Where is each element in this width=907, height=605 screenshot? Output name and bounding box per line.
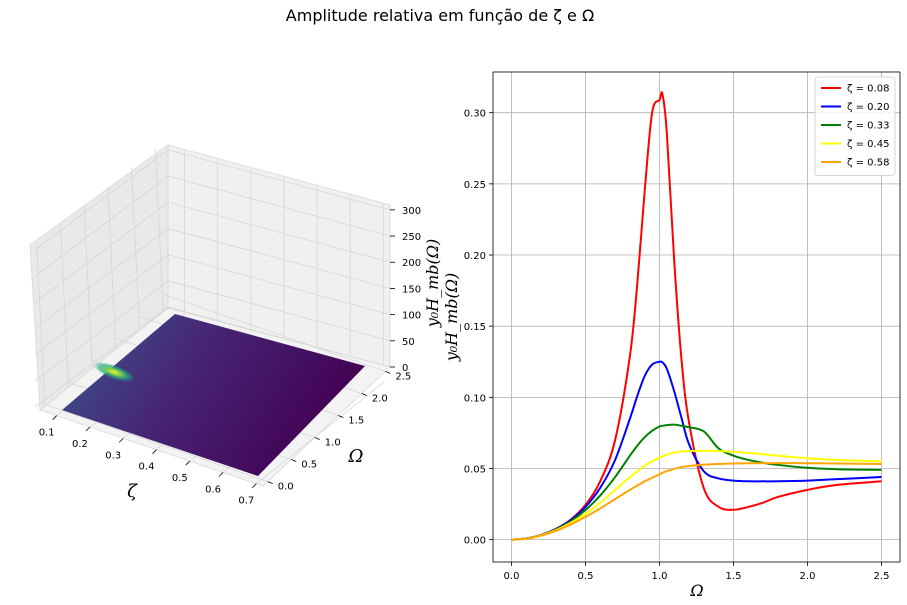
- series-line-3: [511, 423, 882, 541]
- tick-label-y: 0.15: [464, 322, 486, 333]
- grid-line-left-vertical: [107, 186, 117, 350]
- x-axis-label: Ω: [689, 581, 703, 600]
- y-axis-label: y₀H_mb(Ω): [442, 273, 461, 363]
- tick-label-y: 0.10: [464, 393, 486, 404]
- tick-label-y: 0.20: [464, 251, 486, 262]
- legend-label: ζ = 0.20: [847, 102, 889, 113]
- legend-label: ζ = 0.58: [847, 158, 889, 169]
- tick-label-zeta: 0.1: [39, 428, 55, 439]
- tick-label-x: 0.5: [578, 571, 594, 582]
- grid-line-z-left: [34, 306, 169, 408]
- tick-label-z: 200: [402, 258, 421, 269]
- tick-label-z: 50: [402, 337, 415, 348]
- grid-line-zeta: [256, 381, 385, 485]
- series-lines: [511, 91, 882, 541]
- tick-label-x: 1.0: [652, 571, 668, 582]
- tick-label-zeta: 0.5: [172, 473, 188, 484]
- omega-axis-label: Ω: [348, 446, 364, 467]
- grid-line-z: [167, 306, 391, 368]
- tick-label-omega: 1.0: [325, 438, 341, 449]
- tick-mark-zeta: [85, 426, 91, 432]
- tick-mark-omega: [291, 459, 297, 462]
- tick-label-z: 0: [402, 363, 408, 374]
- tick-label-zeta: 0.4: [139, 462, 155, 473]
- tick-label-omega: 0.0: [278, 482, 294, 493]
- tick-label-z: 100: [402, 311, 421, 322]
- ticks-3d: 0.1 0.2 0.3 0.4 0.5 0.6 0.7 0.0 0.5 1.0 1.5 2.0 2.50…: [39, 206, 421, 507]
- legend: ζ = 0.08 ζ = 0.20 ζ = 0.33 ζ = 0.45 ζ = 0.58: [814, 76, 896, 176]
- grid-line-z: [167, 280, 391, 342]
- legend-label: ζ = 0.45: [847, 139, 889, 150]
- tick-mark-zeta: [52, 415, 57, 420]
- grid-line-left-vertical: [131, 167, 140, 331]
- grid-line-z: [167, 254, 391, 316]
- line-plot-2d: 0.0 0.5 1.0 1.5 2.0 2.5 0.00 0.05 0.10 0.15 0.20 0.…: [442, 71, 901, 600]
- tick-label-y: 0.30: [464, 109, 486, 120]
- tick-label-zeta: 0.6: [205, 484, 221, 495]
- tick-mark-omega: [314, 437, 320, 440]
- grid-line-omega: [45, 404, 268, 482]
- tick-mark-omega: [385, 371, 391, 374]
- tick-label-omega: 2.5: [395, 371, 411, 382]
- tick-mark-zeta: [218, 472, 224, 477]
- tick-mark-zeta: [152, 449, 157, 454]
- grid-line-z: [167, 149, 391, 211]
- tick-label-zeta: 0.7: [238, 496, 254, 507]
- tick-label-y: 0.05: [464, 464, 486, 475]
- grid-line-z-left: [34, 254, 169, 355]
- tick-label-zeta: 0.3: [105, 450, 121, 461]
- tick-label-omega: 0.5: [301, 460, 317, 471]
- tick-label-x: 2.0: [800, 571, 816, 582]
- grid-line-left-vertical: [60, 224, 69, 388]
- grid-line-z-left: [34, 280, 169, 382]
- tick-mark-zeta: [185, 460, 191, 466]
- tick-label-omega: 2.0: [372, 393, 388, 404]
- legend-box: [814, 76, 896, 176]
- grid-line-z: [167, 201, 391, 263]
- tick-label-y: 0.25: [464, 180, 486, 191]
- tick-label-omega: 1.5: [348, 415, 364, 426]
- surface-plot-3d: 0.1 0.2 0.3 0.4 0.5 0.6 0.7 0.0 0.5 1.0 1.5 2.0 2.50…: [29, 144, 442, 507]
- tick-mark-omega: [267, 481, 273, 484]
- grid-line-z-left: [34, 175, 169, 277]
- tick-label-x: 1.5: [726, 571, 742, 582]
- legend-label: ζ = 0.08: [847, 84, 889, 95]
- tick-mark-omega: [361, 393, 367, 396]
- z-axis-label: y₀H_mb(Ω): [423, 239, 442, 329]
- surface-peak: [93, 362, 135, 382]
- tick-mark-zeta: [252, 483, 257, 489]
- grid-line-left-vertical: [36, 243, 46, 407]
- grid-line-z: [167, 228, 391, 289]
- tick-mark-omega: [338, 415, 344, 418]
- grid-line-z-left: [34, 149, 169, 251]
- tick-mark-zeta: [118, 438, 124, 443]
- zeta-axis-label: ζ: [127, 481, 138, 502]
- plot-frame: [492, 71, 901, 563]
- grid-line-left-vertical: [154, 148, 164, 312]
- ticks-2d: 0.0 0.5 1.0 1.5 2.0 2.5 0.00 0.05 0.10 0.15 0.20 0.…: [464, 109, 890, 582]
- tick-label-y: 0.00: [464, 536, 486, 547]
- tick-label-z: 250: [402, 232, 421, 243]
- series-line-2: [511, 360, 882, 541]
- grid-line-z-left: [34, 201, 169, 303]
- grid-line-omega: [163, 294, 386, 372]
- series-line-4: [511, 449, 882, 541]
- tick-label-x: 2.5: [874, 571, 890, 582]
- tick-label-zeta: 0.2: [72, 439, 88, 450]
- grid-line-left-vertical: [83, 205, 93, 369]
- grid-line-z-left: [34, 228, 169, 329]
- surface-mesh-lines: [62, 314, 365, 476]
- legend-label: ζ = 0.33: [847, 121, 889, 132]
- grid-line-z: [167, 175, 391, 237]
- tick-label-z: 300: [402, 206, 421, 217]
- series-line-5: [511, 462, 882, 541]
- tick-label-x: 0.0: [504, 571, 520, 582]
- figure-title: Amplitude relativa em função de ζ e Ω: [286, 6, 594, 25]
- tick-label-z: 150: [402, 284, 421, 295]
